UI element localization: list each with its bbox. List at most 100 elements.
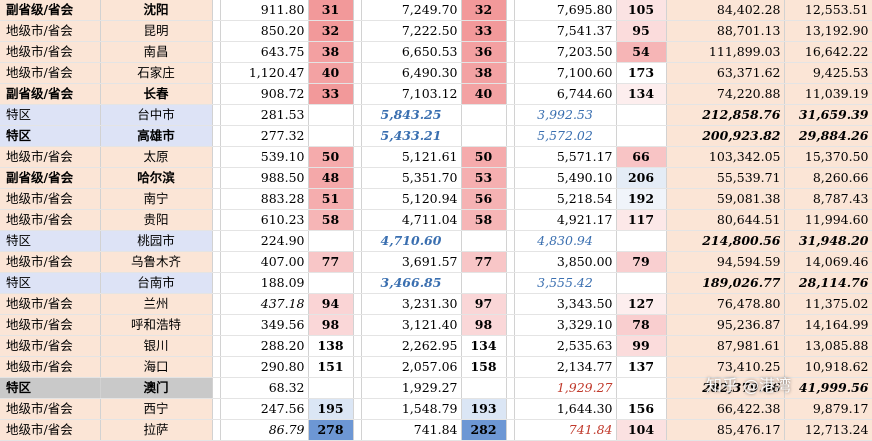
table-row: 地级市/省会 南昌 643.75 38 6,650.53 36 7,203.50 54 111,… [0,41,872,63]
column-spacer [353,167,362,189]
value-2-cell: 5,121.61 [361,146,462,168]
table-row: 地级市/省会 银川 288.20 138 2,262.95 134 2,535.63 99 87… [0,335,872,357]
value-1-cell: 288.20 [220,335,309,357]
value-1-cell: 407.00 [220,251,309,273]
column-spacer [212,314,221,336]
value-1-cell: 290.80 [220,356,309,378]
rank-1-cell: 94 [308,293,354,315]
value-1-cell: 610.23 [220,209,309,231]
column-spacer [506,104,515,126]
value-2-cell: 7,249.70 [361,0,462,21]
rank-1-cell: 33 [308,83,354,105]
column-spacer [353,146,362,168]
city-type-cell: 地级市/省会 [0,335,101,357]
value-5-cell: 11,994.60 [784,209,872,231]
city-type-cell: 地级市/省会 [0,41,101,63]
value-5-cell: 14,069.46 [784,251,872,273]
value-1-cell: 281.53 [220,104,309,126]
column-spacer [353,188,362,210]
rank-1-cell: 38 [308,41,354,63]
rank-2-cell: 32 [461,0,507,21]
column-spacer [212,272,221,294]
value-4-cell: 214,800.56 [666,230,785,252]
rank-2-cell: 77 [461,251,507,273]
rank-1-cell [308,125,354,147]
rank-2-cell: 36 [461,41,507,63]
value-2-cell: 7,222.50 [361,20,462,42]
rank-1-cell: 77 [308,251,354,273]
column-spacer [353,104,362,126]
value-3-cell: 2,134.77 [514,356,617,378]
rank-2-cell: 193 [461,398,507,420]
rank-3-cell: 137 [616,356,667,378]
column-spacer [506,83,515,105]
value-1-cell: 68.32 [220,377,309,399]
value-1-cell: 643.75 [220,41,309,63]
column-spacer [212,146,221,168]
rank-3-cell [616,125,667,147]
city-type-cell: 地级市/省会 [0,209,101,231]
rank-3-cell: 66 [616,146,667,168]
value-4-cell: 74,220.88 [666,83,785,105]
city-type-cell: 地级市/省会 [0,356,101,378]
value-4-cell: 103,342.05 [666,146,785,168]
column-spacer [506,272,515,294]
value-1-cell: 908.72 [220,83,309,105]
table-row: 地级市/省会 西宁 247.56 195 1,548.79 193 1,644.30 156 6… [0,398,872,420]
city-name-cell: 台南市 [100,272,213,294]
table-row: 副省级/省会 长春 908.72 33 7,103.12 40 6,744.60 134 74,… [0,83,872,105]
value-4-cell: 59,081.38 [666,188,785,210]
rank-2-cell: 58 [461,209,507,231]
table-row: 地级市/省会 乌鲁木齐 407.00 77 3,691.57 77 3,850.00 79 94… [0,251,872,273]
rank-1-cell [308,272,354,294]
value-4-cell: 80,644.51 [666,209,785,231]
column-spacer [353,356,362,378]
city-name-cell: 海口 [100,356,213,378]
column-spacer [506,209,515,231]
rank-2-cell: 98 [461,314,507,336]
value-4-cell: 85,476.17 [666,419,785,441]
column-spacer [353,41,362,63]
value-5-cell: 12,713.24 [784,419,872,441]
value-2-cell: 3,691.57 [361,251,462,273]
value-2-cell: 5,120.94 [361,188,462,210]
value-2-cell: 3,121.40 [361,314,462,336]
column-spacer [506,419,515,441]
value-5-cell: 9,425.53 [784,62,872,84]
rank-1-cell: 51 [308,188,354,210]
rank-3-cell: 156 [616,398,667,420]
value-3-cell: 7,100.60 [514,62,617,84]
value-5-cell: 13,192.90 [784,20,872,42]
column-spacer [353,209,362,231]
rank-3-cell: 78 [616,314,667,336]
city-type-cell: 特区 [0,125,101,147]
value-1-cell: 437.18 [220,293,309,315]
value-3-cell: 7,695.80 [514,0,617,21]
value-5-cell: 16,642.22 [784,41,872,63]
city-type-cell: 地级市/省会 [0,293,101,315]
value-1-cell: 539.10 [220,146,309,168]
city-name-cell: 银川 [100,335,213,357]
column-spacer [506,377,515,399]
column-spacer [212,41,221,63]
column-spacer [212,335,221,357]
city-name-cell: 南宁 [100,188,213,210]
city-name-cell: 昆明 [100,20,213,42]
rank-1-cell [308,104,354,126]
rank-3-cell: 95 [616,20,667,42]
rank-1-cell: 151 [308,356,354,378]
value-4-cell: 63,371.62 [666,62,785,84]
value-3-cell: 4,830.94 [514,230,617,252]
value-3-cell: 5,490.10 [514,167,617,189]
value-5-cell: 8,787.43 [784,188,872,210]
table-row: 地级市/省会 石家庄 1,120.47 40 6,490.30 38 7,100.60 173… [0,62,872,84]
column-spacer [506,20,515,42]
value-2-cell: 5,351.70 [361,167,462,189]
rank-1-cell: 31 [308,0,354,21]
rank-1-cell: 40 [308,62,354,84]
value-2-cell: 5,433.21 [361,125,462,147]
rank-3-cell: 127 [616,293,667,315]
value-1-cell: 883.28 [220,188,309,210]
rank-2-cell: 38 [461,62,507,84]
value-5-cell: 10,918.62 [784,356,872,378]
